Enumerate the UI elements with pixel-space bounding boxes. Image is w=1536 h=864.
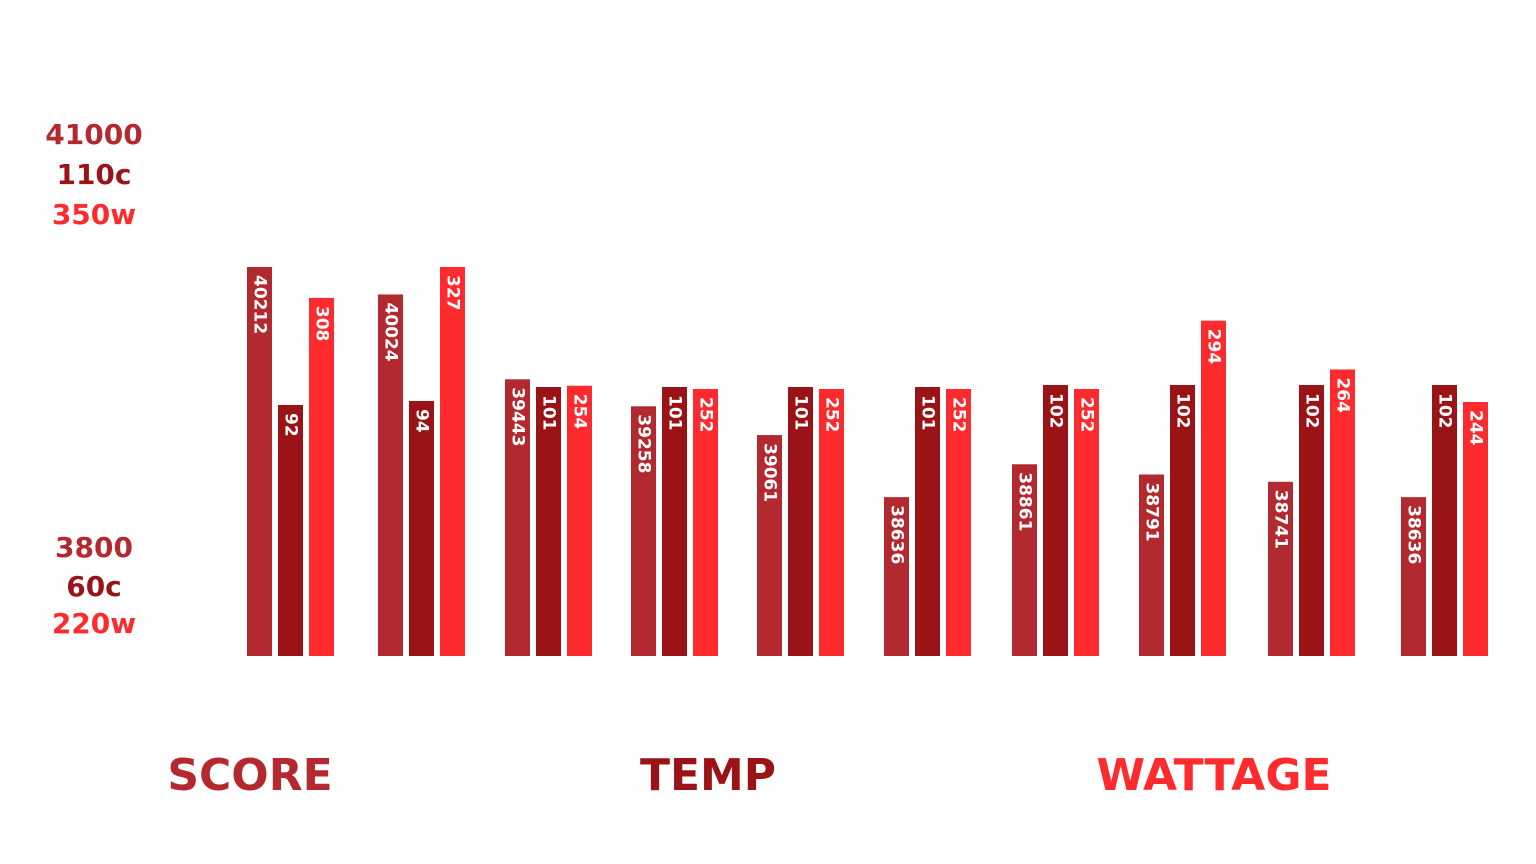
score-bar-label-8: 38791 <box>1142 482 1162 541</box>
wattage-bar-label-7: 252 <box>1077 397 1097 433</box>
watt-max-label: 350w <box>52 198 136 231</box>
score-bar-9 <box>1268 481 1293 656</box>
temp-bar-label-3: 101 <box>539 395 559 431</box>
wattage-bar-label-9: 264 <box>1333 377 1353 413</box>
temp-bar-label-10: 102 <box>1435 393 1455 429</box>
temp-bar-4 <box>662 387 687 656</box>
wattage-bar-10 <box>1463 402 1488 656</box>
temp-max-label: 110c <box>56 158 131 191</box>
score-bar-label-3: 39443 <box>508 387 528 446</box>
temp-bar-3 <box>536 387 561 656</box>
wattage-bar-6 <box>946 388 971 656</box>
wattage-bar-4 <box>693 388 718 656</box>
temp-bar-label-4: 101 <box>665 395 685 431</box>
temp-bar-2 <box>409 401 434 656</box>
bars-group: 40212 40024 39443 39258 39061 38636 38861 38791… <box>247 267 1488 656</box>
y-axis-top-labels: 41000 110c 350w <box>45 118 142 231</box>
temp-bar-1 <box>278 405 303 656</box>
score-bar-label-4: 39258 <box>634 414 654 473</box>
temp-bar-7 <box>1043 385 1068 656</box>
temp-bar-5 <box>788 387 813 656</box>
temp-bar-label-5: 101 <box>791 395 811 431</box>
score-max-label: 41000 <box>45 118 142 151</box>
temp-bar-label-6: 101 <box>918 395 938 431</box>
score-bar-3 <box>505 379 530 656</box>
wattage-bar-label-5: 252 <box>822 397 842 433</box>
temp-bar-label-1: 92 <box>281 413 301 437</box>
temp-bar-10 <box>1432 385 1457 656</box>
temp-bar-9 <box>1299 385 1324 656</box>
wattage-bar-label-6: 252 <box>949 397 969 433</box>
wattage-bar-5 <box>819 388 844 656</box>
temp-bar-8 <box>1170 385 1195 656</box>
wattage-bar-label-4: 252 <box>696 397 716 433</box>
score-bar-2 <box>378 294 403 656</box>
score-bar-4 <box>631 406 656 656</box>
score-bar-label-10: 38636 <box>1404 505 1424 564</box>
wattage-bar-label-8: 294 <box>1204 329 1224 365</box>
wattage-bar-2 <box>440 267 465 656</box>
y-axis-bottom-labels: 3800 60c 220w <box>52 531 136 640</box>
wattage-bar-1 <box>309 297 334 656</box>
temp-bar-label-9: 102 <box>1302 393 1322 429</box>
legend-score: SCORE <box>167 750 332 801</box>
wattage-bar-label-3: 254 <box>570 394 590 430</box>
wattage-bar-7 <box>1074 388 1099 656</box>
wattage-bar-3 <box>567 385 592 656</box>
legend-wattage: WATTAGE <box>1096 750 1331 801</box>
wattage-bar-9 <box>1330 369 1355 656</box>
score-bar-label-1: 40212 <box>250 275 270 334</box>
temp-bar-6 <box>915 387 940 656</box>
score-bar-label-2: 40024 <box>381 302 401 361</box>
temp-bar-label-8: 102 <box>1173 393 1193 429</box>
legend-temp: TEMP <box>640 750 776 801</box>
score-min-label: 3800 <box>55 531 133 564</box>
score-bar-label-5: 39061 <box>760 443 780 502</box>
temp-min-label: 60c <box>66 570 122 603</box>
wattage-bar-label-2: 327 <box>443 275 463 311</box>
watt-min-label: 220w <box>52 607 136 640</box>
wattage-bar-8 <box>1201 320 1226 656</box>
wattage-bar-label-1: 308 <box>312 306 332 342</box>
score-bar-5 <box>757 435 782 656</box>
score-bar-6 <box>884 497 909 656</box>
wattage-bar-label-10: 244 <box>1466 410 1486 446</box>
score-bar-1 <box>247 267 272 656</box>
score-bar-label-7: 38861 <box>1015 472 1035 531</box>
score-bar-label-9: 38741 <box>1271 490 1291 549</box>
legend: SCORE TEMP WATTAGE <box>167 750 1331 801</box>
temp-bar-label-2: 94 <box>412 409 432 433</box>
score-bar-label-6: 38636 <box>887 505 907 564</box>
score-bar-10 <box>1401 497 1426 656</box>
score-bar-7 <box>1012 464 1037 656</box>
score-bar-8 <box>1139 474 1164 656</box>
temp-bar-label-7: 102 <box>1046 393 1066 429</box>
